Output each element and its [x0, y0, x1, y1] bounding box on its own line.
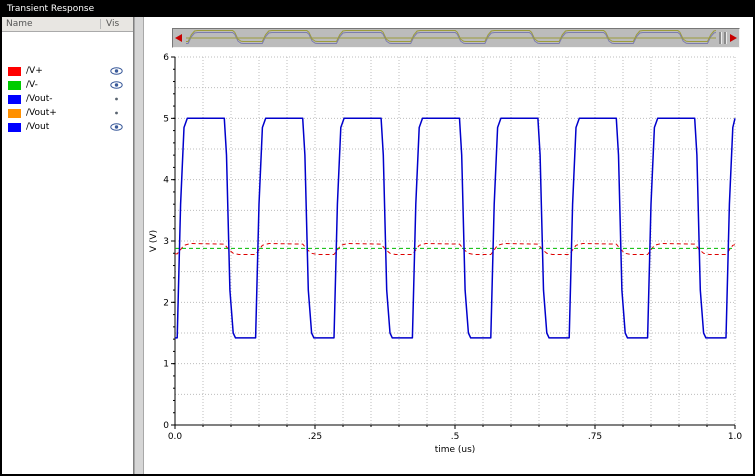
signal-row[interactable]: /Vout — [2, 120, 133, 134]
left-arrow-icon — [175, 34, 182, 42]
visibility-eye-toggle[interactable] — [100, 67, 133, 75]
svg-text:0.0: 0.0 — [168, 432, 183, 442]
eye-icon — [110, 123, 123, 131]
vis-column-header: Vis — [100, 19, 133, 29]
dot-icon — [115, 97, 118, 101]
signal-panel: Name Vis /V+ /V- /Vout- /Vout+ /Vout — [2, 17, 134, 474]
signal-list: /V+ /V- /Vout- /Vout+ /Vout — [2, 64, 133, 134]
visibility-eye-toggle[interactable] — [100, 123, 133, 131]
waveform-chart[interactable]: 0 1 2 3 4 5 6 0.0 .25 .5 .75 1.0 V (V) time (us) — [144, 50, 753, 474]
eye-icon — [110, 81, 123, 89]
pan-zoom-strip[interactable] — [172, 28, 740, 48]
pan-left-arrow-button[interactable] — [173, 29, 184, 47]
visibility-eye-toggle[interactable] — [100, 81, 133, 89]
svg-text:time (us): time (us) — [435, 445, 476, 455]
signal-color-swatch — [8, 80, 21, 90]
signal-label: /V+ — [26, 66, 43, 76]
eye-icon — [110, 67, 123, 75]
signal-row[interactable]: /Vout+ — [2, 106, 133, 120]
visibility-dot-toggle[interactable] — [100, 95, 133, 103]
svg-text:V (V): V (V) — [149, 230, 159, 252]
window-title: Transient Response — [7, 4, 95, 14]
pan-overview-waveform[interactable] — [186, 30, 716, 46]
signal-panel-header: Name Vis — [2, 17, 133, 32]
pan-right-arrow-button[interactable] — [728, 29, 739, 47]
dot-icon — [115, 111, 118, 115]
chart-area: 0 1 2 3 4 5 6 0.0 .25 .5 .75 1.0 V (V) time (us) — [144, 17, 753, 474]
svg-text:1.0: 1.0 — [728, 432, 743, 442]
window-content: Name Vis /V+ /V- /Vout- /Vout+ /Vout 0 1 2 3 4 5 6… — [2, 17, 753, 474]
signal-label: /Vout+ — [26, 108, 57, 118]
signal-color-swatch — [8, 66, 21, 76]
panel-scrollbar[interactable] — [134, 17, 144, 474]
visibility-dot-toggle[interactable] — [100, 109, 133, 117]
signal-row[interactable]: /Vout- — [2, 92, 133, 106]
svg-text:.25: .25 — [308, 432, 322, 442]
titlebar[interactable]: Transient Response — [2, 2, 753, 17]
svg-text:.5: .5 — [451, 432, 460, 442]
signal-row[interactable]: /V+ — [2, 64, 133, 78]
svg-text:2: 2 — [163, 298, 169, 308]
svg-text:5: 5 — [163, 114, 169, 124]
signal-color-swatch — [8, 122, 21, 132]
signal-row[interactable]: /V- — [2, 78, 133, 92]
svg-text:.75: .75 — [588, 432, 602, 442]
signal-label: /Vout- — [26, 94, 53, 104]
signal-color-swatch — [8, 94, 21, 104]
svg-text:3: 3 — [163, 237, 169, 247]
signal-color-swatch — [8, 108, 21, 118]
svg-text:0: 0 — [163, 421, 169, 431]
svg-text:4: 4 — [163, 176, 169, 186]
svg-text:1: 1 — [163, 360, 169, 370]
right-arrow-icon — [730, 34, 737, 42]
signal-label: /Vout — [26, 122, 50, 132]
name-column-header: Name — [6, 19, 33, 29]
signal-label: /V- — [26, 80, 38, 90]
svg-text:6: 6 — [163, 53, 169, 63]
pan-grip-handle[interactable] — [718, 32, 728, 44]
